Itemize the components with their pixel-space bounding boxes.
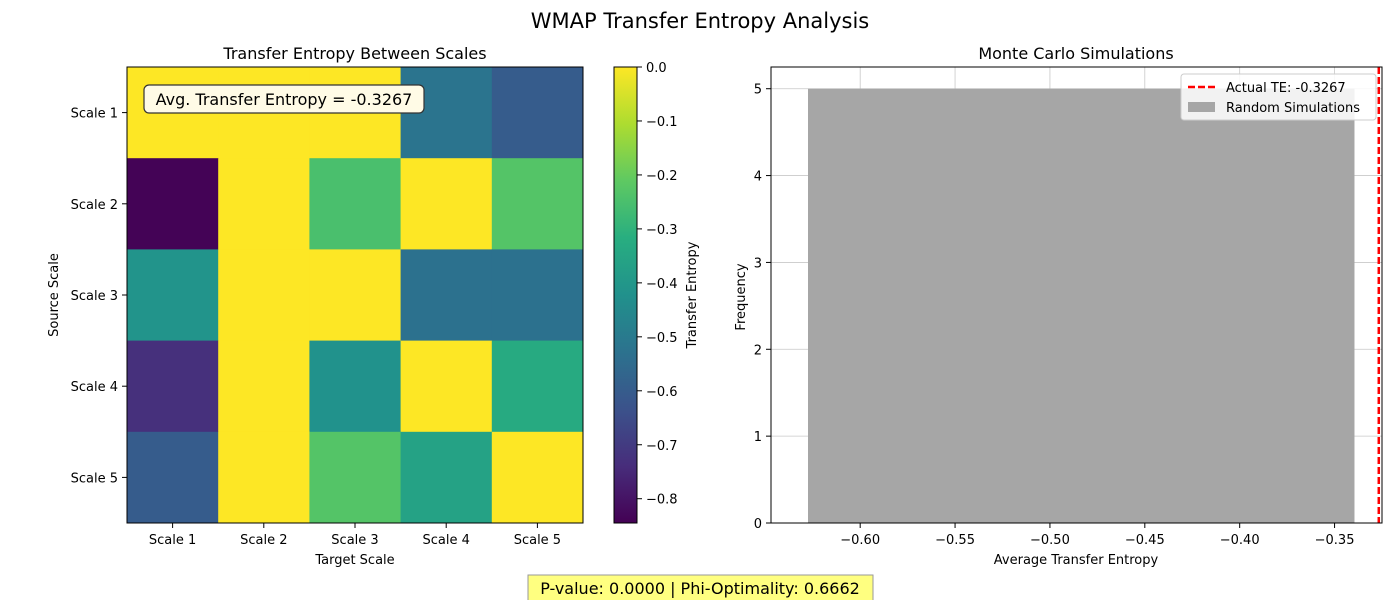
colorbar-tick-label: −0.1 <box>646 115 678 130</box>
heatmap-cell <box>491 158 584 250</box>
heatmap-cell <box>309 158 402 250</box>
histogram-x-tick-label: −0.50 <box>1030 533 1070 548</box>
figure-title: WMAP Transfer Entropy Analysis <box>531 9 870 33</box>
histogram-x-tick-label: −0.40 <box>1220 533 1260 548</box>
heatmap-y-tick-label: Scale 5 <box>71 471 118 486</box>
histogram-y-tick-label: 1 <box>754 430 762 445</box>
heatmap-x-tick-label: Scale 2 <box>240 533 287 548</box>
colorbar-tick-label: −0.7 <box>646 439 678 454</box>
heatmap-cell <box>127 158 219 250</box>
histogram-legend: Actual TE: -0.3267 Random Simulations <box>1180 73 1377 121</box>
annotation-text: Avg. Transfer Entropy = -0.3267 <box>156 90 413 109</box>
heatmap-cell <box>400 249 493 342</box>
heatmap-cell <box>309 340 402 433</box>
histogram-x-tick-label: −0.60 <box>840 533 880 548</box>
heatmap-cell <box>127 431 219 524</box>
heatmap-cell <box>218 249 310 342</box>
histogram-y-tick-label: 2 <box>754 343 762 358</box>
colorbar-label: Transfer Entropy <box>685 241 700 349</box>
colorbar-tick-label: −0.3 <box>646 223 678 238</box>
histogram-x-axis-label: Average Transfer Entropy <box>994 553 1159 568</box>
heatmap-y-axis-label: Source Scale <box>47 253 62 337</box>
histogram-y-ticks: 0 1 2 3 4 5 <box>754 83 771 532</box>
heatmap-y-tick-label: Scale 3 <box>71 289 118 304</box>
heatmap-cell <box>218 158 310 250</box>
heatmap-x-tick-label: Scale 5 <box>514 533 561 548</box>
histogram-y-tick-label: 5 <box>754 83 762 98</box>
heatmap-cell <box>491 340 584 433</box>
colorbar-tick-label: −0.8 <box>646 493 678 508</box>
heatmap-y-tick-label: Scale 2 <box>71 198 118 213</box>
heatmap-cell <box>218 340 310 433</box>
colorbar-tick-label: −0.5 <box>646 331 678 346</box>
histogram-x-tick-label: −0.35 <box>1315 533 1355 548</box>
heatmap-x-tick-label: Scale 4 <box>423 533 470 548</box>
heatmap-y-tick-label: Scale 4 <box>71 380 118 395</box>
histogram-x-tick-label: −0.55 <box>935 533 975 548</box>
heatmap-y-tick-label: Scale 1 <box>71 107 118 122</box>
histogram-panel: Monte Carlo Simulations −0.60 −0.55 −0.50−… <box>734 44 1383 568</box>
heatmap-cell <box>309 249 402 342</box>
colorbar: 0.0 −0.1 −0.2 −0.3 −0.4 −0.5 −0.6 −0.7 −0.8 Tran… <box>613 61 700 524</box>
heatmap-cell <box>491 67 584 159</box>
colorbar-ticks: 0.0 −0.1 −0.2 −0.3 −0.4 −0.5 −0.6 −0.7 −0.8 <box>637 61 678 508</box>
colorbar-tick-label: 0.0 <box>646 61 667 76</box>
heatmap-cell <box>491 431 584 524</box>
histogram-x-tick-label: −0.45 <box>1125 533 1165 548</box>
heatmap-title: Transfer Entropy Between Scales <box>222 44 486 63</box>
heatmap-cell <box>400 340 493 433</box>
heatmap-cell <box>400 431 493 524</box>
heatmap-cell <box>400 158 493 250</box>
colorbar-tick-label: −0.2 <box>646 169 678 184</box>
legend-actual-label: Actual TE: -0.3267 <box>1226 81 1346 96</box>
footer-text: P-value: 0.0000 | Phi-Optimality: 0.6662 <box>540 579 860 598</box>
histogram-y-tick-label: 3 <box>754 256 762 271</box>
histogram-y-tick-label: 0 <box>754 517 762 532</box>
colorbar-gradient <box>613 66 638 524</box>
heatmap-cell <box>127 340 219 433</box>
histogram-frame <box>770 66 1383 524</box>
histogram-y-axis-label: Frequency <box>734 263 749 330</box>
heatmap-x-axis-label: Target Scale <box>314 553 394 568</box>
histogram-x-ticks: −0.60 −0.55 −0.50 −0.45 −0.40 −0.35 <box>840 523 1354 548</box>
footer: P-value: 0.0000 | Phi-Optimality: 0.6662 <box>527 574 874 602</box>
histogram-y-tick-label: 4 <box>754 170 762 185</box>
legend-random-swatch <box>1188 102 1215 112</box>
heatmap-x-ticks: Scale 1 Scale 2 Scale 3 Scale 4 Scale 5 <box>149 523 561 548</box>
heatmap-cell <box>127 249 219 342</box>
heatmap-x-tick-label: Scale 3 <box>331 533 378 548</box>
colorbar-tick-label: −0.6 <box>646 385 678 400</box>
heatmap-cell <box>309 431 402 524</box>
legend-box <box>1180 73 1377 121</box>
histogram-title: Monte Carlo Simulations <box>978 44 1173 63</box>
heatmap-annotation: Avg. Transfer Entropy = -0.3267 <box>143 84 425 114</box>
colorbar-tick-label: −0.4 <box>646 277 678 292</box>
legend-random-label: Random Simulations <box>1226 101 1360 116</box>
histogram-bar <box>808 88 1355 523</box>
heatmap-x-tick-label: Scale 1 <box>149 533 196 548</box>
heatmap-cell <box>218 431 310 524</box>
annotation-box <box>143 84 425 114</box>
heatmap-cell <box>491 249 584 342</box>
footer-box <box>527 574 874 602</box>
heatmap-cells <box>127 67 584 524</box>
heatmap-y-ticks: Scale 1 Scale 2 Scale 3 Scale 4 Scale 5 <box>71 107 127 486</box>
histogram-bars <box>808 88 1355 523</box>
